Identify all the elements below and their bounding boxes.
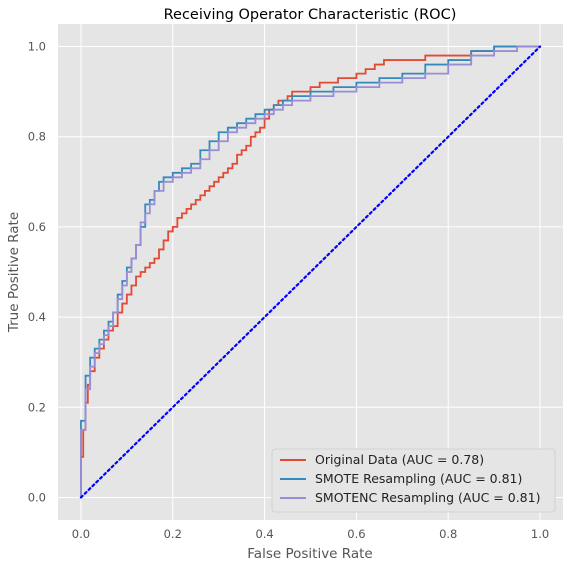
- legend-label-smotenc: SMOTENC Resampling (AUC = 0.81): [315, 490, 540, 505]
- y-tick-label: 1.0: [28, 40, 46, 54]
- y-tick-label: 0.4: [28, 310, 46, 324]
- x-tick-label: 0.8: [439, 527, 457, 541]
- series-layer: [80, 45, 541, 498]
- chance-reference-line: [79, 45, 542, 499]
- legend-label-original: Original Data (AUC = 0.78): [315, 452, 484, 467]
- x-tick-label: 0.0: [72, 527, 90, 541]
- x-axis-label: False Positive Rate: [247, 546, 372, 562]
- x-tick-label: 1.0: [531, 527, 549, 541]
- y-tick-label: 0.0: [28, 490, 46, 504]
- x-tick-label: 0.2: [164, 527, 182, 541]
- legend: Original Data (AUC = 0.78) SMOTE Resampl…: [271, 448, 556, 513]
- x-axis-ticks: 0.0 0.2 0.4 0.6 0.8 1.0: [72, 527, 549, 541]
- x-tick-label: 0.6: [347, 527, 365, 541]
- y-tick-label: 0.2: [28, 400, 46, 414]
- y-tick-label: 0.6: [28, 220, 46, 234]
- y-axis-ticks: 0.0 0.2 0.4 0.6 0.8 1.0: [28, 40, 46, 505]
- chart-title: Receiving Operator Characteristic (ROC): [164, 7, 457, 23]
- y-tick-label: 0.8: [28, 130, 46, 144]
- series-line-original: [80, 45, 541, 498]
- series-line-smotenc: [80, 45, 541, 498]
- legend-label-smote: SMOTE Resampling (AUC = 0.81): [315, 471, 522, 486]
- y-axis-label: True Positive Rate: [6, 212, 22, 333]
- grid-lines: [58, 24, 563, 520]
- legend-box: [271, 448, 556, 513]
- x-tick-label: 0.4: [255, 527, 273, 541]
